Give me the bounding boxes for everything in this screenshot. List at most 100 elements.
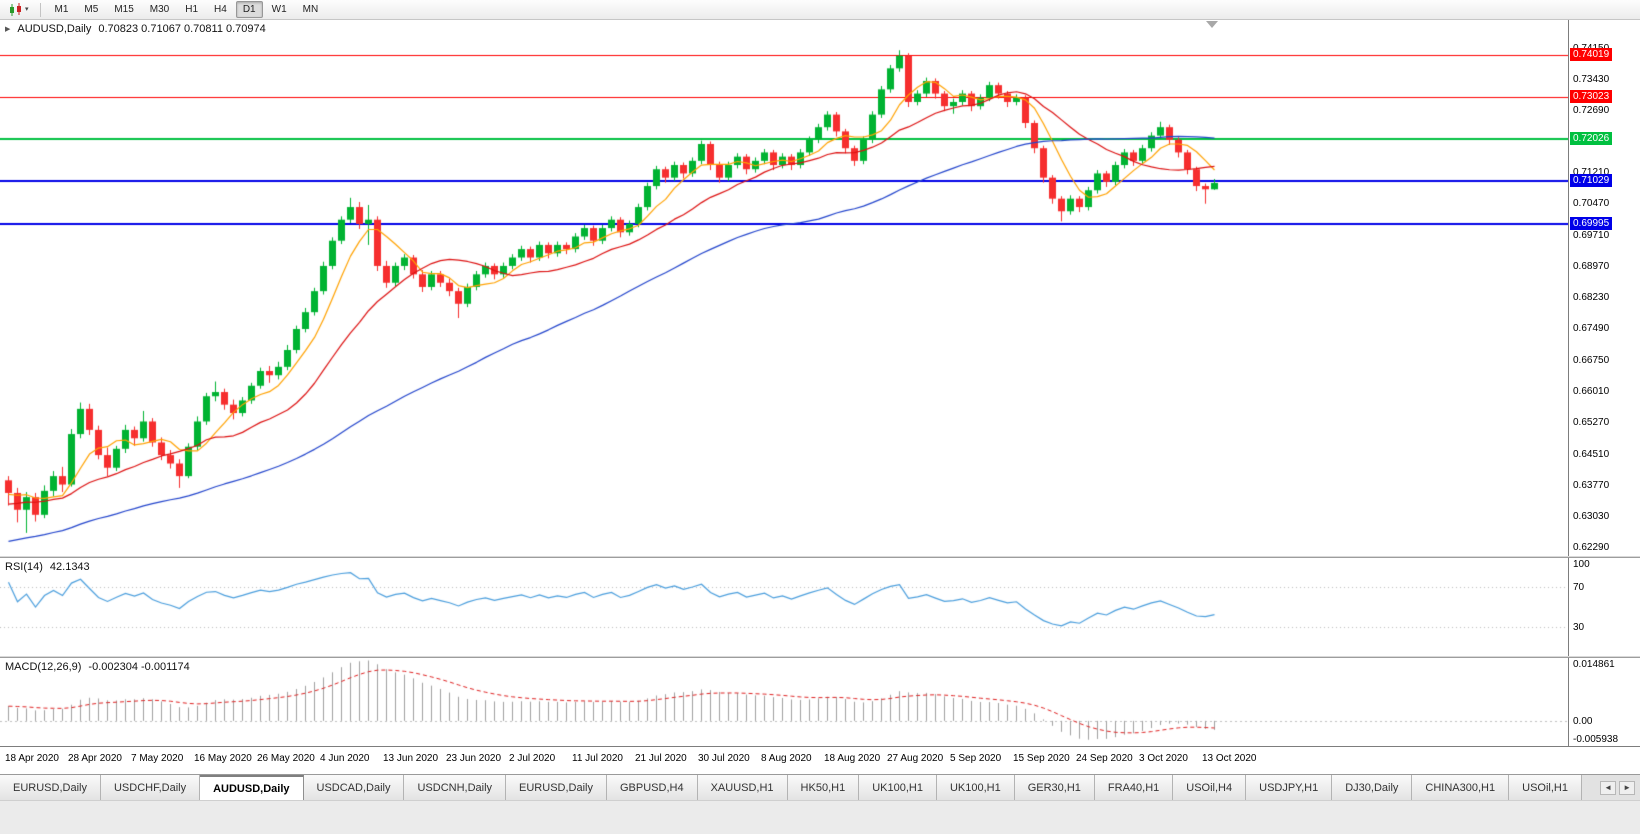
chart-tab[interactable]: USOil,H4 bbox=[1173, 775, 1246, 800]
chart-type-icon[interactable]: ▾ bbox=[4, 1, 33, 19]
date-axis-label: 13 Oct 2020 bbox=[1202, 753, 1256, 764]
timeframe-button-d1[interactable]: D1 bbox=[236, 1, 263, 18]
date-axis[interactable]: 18 Apr 202028 Apr 20207 May 202016 May 2… bbox=[0, 746, 1640, 774]
chart-shift-marker[interactable] bbox=[1206, 21, 1218, 28]
price-axis-label: 0.68970 bbox=[1573, 261, 1609, 273]
date-axis-label: 5 Sep 2020 bbox=[950, 753, 1001, 764]
chart-tabs: EURUSD,DailyUSDCHF,DailyAUDUSD,DailyUSDC… bbox=[0, 775, 1582, 800]
chevron-down-icon: ▾ bbox=[25, 5, 29, 15]
chart-tab[interactable]: UK100,H1 bbox=[937, 775, 1015, 800]
date-axis-label: 13 Jun 2020 bbox=[383, 753, 438, 764]
indicator-axis-label: 0.00 bbox=[1573, 716, 1592, 728]
date-axis-label: 4 Jun 2020 bbox=[320, 753, 370, 764]
chart-tab[interactable]: EURUSD,Daily bbox=[0, 775, 101, 800]
timeframe-button-m5[interactable]: M5 bbox=[77, 1, 105, 18]
level-price-tag: 0.73023 bbox=[1570, 90, 1612, 103]
date-axis-label: 3 Oct 2020 bbox=[1139, 753, 1188, 764]
timeframe-button-m1[interactable]: M1 bbox=[48, 1, 76, 18]
price-axis-label: 0.73430 bbox=[1573, 74, 1609, 86]
chart-tab[interactable]: USDCNH,Daily bbox=[404, 775, 506, 800]
toolbar: ▾ M1M5M15M30H1H4D1W1MN bbox=[0, 0, 1640, 20]
date-axis-label: 26 May 2020 bbox=[257, 753, 315, 764]
timeframe-button-mn[interactable]: MN bbox=[296, 1, 326, 18]
chart-tab[interactable]: USOil,H1 bbox=[1509, 775, 1582, 800]
date-axis-label: 18 Aug 2020 bbox=[824, 753, 880, 764]
indicator-axis-label: 0.014861 bbox=[1573, 659, 1615, 671]
level-price-tag: 0.72026 bbox=[1570, 132, 1612, 145]
chart-title: ▶ AUDUSD,Daily 0.70823 0.71067 0.70811 0… bbox=[5, 23, 266, 35]
macd-values: -0.002304 -0.001174 bbox=[88, 661, 189, 673]
timeframe-button-h4[interactable]: H4 bbox=[207, 1, 234, 18]
status-bar bbox=[0, 800, 1640, 834]
symbol-period-label: AUDUSD,Daily bbox=[17, 23, 91, 35]
tab-scroll-left-icon[interactable]: ◄ bbox=[1600, 781, 1616, 795]
macd-label: MACD(12,26,9) bbox=[5, 661, 81, 673]
rsi-axis[interactable]: 1007030 bbox=[1569, 558, 1640, 656]
date-axis-label: 11 Jul 2020 bbox=[572, 753, 623, 764]
price-axis-label: 0.69710 bbox=[1573, 230, 1609, 242]
chart-tab[interactable]: HK50,H1 bbox=[788, 775, 860, 800]
chart-tab[interactable]: GER30,H1 bbox=[1015, 775, 1095, 800]
rsi-header: RSI(14) 42.1343 bbox=[5, 561, 90, 573]
date-axis-label: 21 Jul 2020 bbox=[635, 753, 687, 764]
date-axis-label: 2 Jul 2020 bbox=[509, 753, 555, 764]
chart-tab[interactable]: UK100,H1 bbox=[859, 775, 937, 800]
price-chart-canvas[interactable] bbox=[0, 20, 1568, 556]
tab-scroll-arrows: ◄ ► bbox=[1595, 775, 1640, 800]
macd-indicator-canvas[interactable] bbox=[0, 658, 1568, 746]
chart-tab[interactable]: USDJPY,H1 bbox=[1246, 775, 1332, 800]
macd-header: MACD(12,26,9) -0.002304 -0.001174 bbox=[5, 661, 190, 673]
ohlc-values: 0.70823 0.71067 0.70811 0.70974 bbox=[98, 23, 265, 35]
chart-tab[interactable]: FRA40,H1 bbox=[1095, 775, 1173, 800]
indicator-axis-label: 30 bbox=[1573, 622, 1584, 634]
chart-tab[interactable]: XAUUSD,H1 bbox=[698, 775, 788, 800]
chart-tab[interactable]: USDCAD,Daily bbox=[304, 775, 405, 800]
rsi-value: 42.1343 bbox=[50, 561, 90, 573]
price-axis-label: 0.72690 bbox=[1573, 105, 1609, 117]
date-axis-label: 15 Sep 2020 bbox=[1013, 753, 1070, 764]
chart-tab[interactable]: CHINA300,H1 bbox=[1412, 775, 1509, 800]
indicator-axis-label: -0.005938 bbox=[1573, 734, 1618, 746]
rsi-label: RSI(14) bbox=[5, 561, 43, 573]
mt4-window: ▾ M1M5M15M30H1H4D1W1MN ▶ AUDUSD,Daily 0.… bbox=[0, 0, 1640, 834]
timeframe-button-h1[interactable]: H1 bbox=[178, 1, 205, 18]
macd-axis[interactable]: 0.014861 0.00 -0.005938 bbox=[1569, 658, 1640, 746]
chart-tab[interactable]: USDCHF,Daily bbox=[101, 775, 200, 800]
price-axis-label: 0.66750 bbox=[1573, 355, 1609, 367]
date-axis-label: 28 Apr 2020 bbox=[68, 753, 122, 764]
price-axis-label: 0.64510 bbox=[1573, 449, 1609, 461]
level-price-tag: 0.71029 bbox=[1570, 174, 1612, 187]
chart-tab[interactable]: EURUSD,Daily bbox=[506, 775, 607, 800]
date-axis-label: 30 Jul 2020 bbox=[698, 753, 750, 764]
price-axis-label: 0.68230 bbox=[1573, 292, 1609, 304]
macd-pane: MACD(12,26,9) -0.002304 -0.001174 0.0148… bbox=[0, 658, 1640, 746]
one-click-trading-icon[interactable]: ▶ bbox=[5, 25, 10, 33]
tab-scroll-right-icon[interactable]: ► bbox=[1619, 781, 1635, 795]
candlestick-chart-icon bbox=[8, 3, 24, 17]
indicator-axis-label: 100 bbox=[1573, 559, 1590, 571]
timeframe-button-m30[interactable]: M30 bbox=[143, 1, 176, 18]
chart-tab[interactable]: DJ30,Daily bbox=[1332, 775, 1412, 800]
chart-tab[interactable]: AUDUSD,Daily bbox=[200, 775, 303, 800]
price-axis-label: 0.66010 bbox=[1573, 386, 1609, 398]
timeframe-button-m15[interactable]: M15 bbox=[107, 1, 140, 18]
date-axis-label: 24 Sep 2020 bbox=[1076, 753, 1133, 764]
chart-tab-bar: EURUSD,DailyUSDCHF,DailyAUDUSD,DailyUSDC… bbox=[0, 774, 1640, 800]
toolbar-separator bbox=[40, 3, 41, 17]
price-axis-label: 0.62290 bbox=[1573, 542, 1609, 554]
date-axis-label: 23 Jun 2020 bbox=[446, 753, 501, 764]
timeframe-buttons: M1M5M15M30H1H4D1W1MN bbox=[48, 1, 326, 18]
level-price-tag: 0.69995 bbox=[1570, 217, 1612, 230]
price-axis[interactable]: 0.741500.734300.726900.712100.704700.697… bbox=[1569, 20, 1640, 556]
chart-tab[interactable]: GBPUSD,H4 bbox=[607, 775, 698, 800]
date-axis-label: 7 May 2020 bbox=[131, 753, 183, 764]
timeframe-button-w1[interactable]: W1 bbox=[265, 1, 294, 18]
price-pane: ▶ AUDUSD,Daily 0.70823 0.71067 0.70811 0… bbox=[0, 20, 1640, 556]
rsi-indicator-canvas[interactable] bbox=[0, 558, 1568, 656]
date-axis-label: 8 Aug 2020 bbox=[761, 753, 812, 764]
price-axis-label: 0.65270 bbox=[1573, 417, 1609, 429]
price-axis-label: 0.63770 bbox=[1573, 480, 1609, 492]
level-price-tag: 0.74019 bbox=[1570, 48, 1612, 61]
price-axis-label: 0.63030 bbox=[1573, 511, 1609, 523]
date-axis-label: 27 Aug 2020 bbox=[887, 753, 943, 764]
